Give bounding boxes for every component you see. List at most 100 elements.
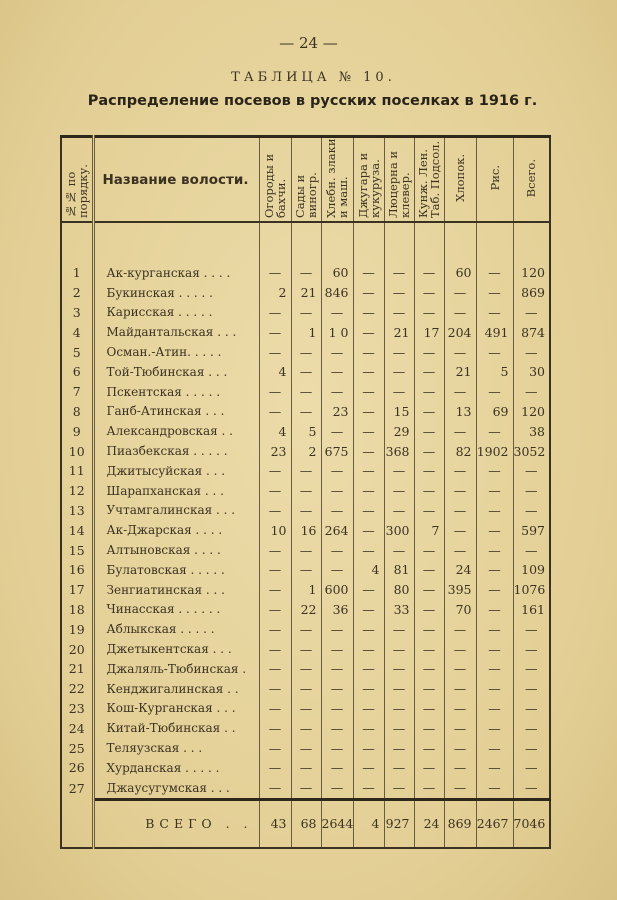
- cell-value: —: [443, 678, 476, 699]
- cell-value: 22: [290, 599, 321, 620]
- cell-value: —: [290, 263, 321, 283]
- table-row: 14 Ак-Джарская . . . . 10 16 264—300 7— —597: [60, 520, 550, 541]
- cell-value: —: [258, 599, 291, 620]
- table-row: 20 Джетыкентская . . . — — — — — — — — —: [60, 639, 550, 659]
- cell-value: —: [290, 401, 321, 422]
- cell-value: —: [290, 302, 321, 323]
- cell-value: 1902: [475, 441, 513, 461]
- cell-value: —: [443, 718, 476, 739]
- table-row: 6 Той-Тюбинская . . . 4— — — — —21 5 30: [60, 361, 550, 382]
- cell-value: 38: [512, 421, 550, 442]
- column-header-label: Рис.: [487, 165, 502, 191]
- cell-value: —: [475, 639, 513, 659]
- cell-value: —: [352, 460, 384, 481]
- volost-name: Алтыновская . . . .: [91, 540, 259, 560]
- table-row: 25 Теляузская . . . — — — — — — — — —: [60, 738, 550, 758]
- cell-value: —: [512, 381, 550, 402]
- cell-value: 36: [320, 599, 353, 620]
- cell-value: —: [443, 480, 476, 501]
- total-value: 24: [413, 797, 444, 848]
- cell-value: —: [352, 421, 384, 442]
- cell-value: 204: [443, 322, 476, 343]
- table-row: 2 Букинская . . . . . 2 21 846— — — — —869: [60, 282, 550, 303]
- row-number: 23: [60, 698, 93, 719]
- cell-value: —: [320, 718, 353, 739]
- cell-value: —: [512, 757, 550, 778]
- cell-value: —: [383, 757, 414, 778]
- cell-value: —: [443, 738, 476, 758]
- cell-value: 2: [258, 282, 291, 303]
- cell-value: —: [320, 658, 353, 679]
- cell-value: 30: [512, 361, 550, 382]
- cell-value: —: [258, 480, 291, 501]
- cell-value: —: [512, 738, 550, 758]
- cell-value: —: [475, 579, 513, 600]
- cell-value: —: [443, 658, 476, 679]
- cell-value: 13: [443, 401, 476, 422]
- cell-value: —: [383, 718, 414, 739]
- cell-value: —: [352, 579, 384, 600]
- cell-value: —: [383, 302, 414, 323]
- table-row: 27 Джаусугумская . . . — — — — — — — — —: [60, 777, 550, 800]
- cell-value: —: [352, 401, 384, 422]
- cell-value: —: [258, 559, 291, 580]
- column-header-label: Хлопок.: [453, 154, 467, 202]
- cell-value: —: [413, 480, 444, 501]
- cell-value: —: [512, 302, 550, 323]
- cell-value: —: [352, 263, 384, 283]
- volost-name: Шарапханская . . .: [91, 480, 259, 501]
- cell-value: —: [475, 738, 513, 758]
- cell-value: —: [475, 460, 513, 481]
- cell-value: —: [413, 302, 444, 323]
- cell-value: 395: [443, 579, 476, 600]
- table-row: 12 Шарапханская . . . — — — — — — — — —: [60, 480, 550, 501]
- cell-value: 300: [383, 520, 414, 541]
- cell-value: 869: [512, 282, 550, 303]
- cell-value: —: [258, 302, 291, 323]
- cell-value: —: [512, 619, 550, 640]
- table-row: 22 Кенджигалинская . . — — — — — — — — —: [60, 678, 550, 699]
- cell-value: 1 0: [320, 322, 353, 343]
- total-label: ВСЕГО . .: [91, 797, 259, 848]
- column-header-label: Кунж. Лен. Таб. Подсол.: [416, 140, 442, 218]
- total-value: 2644: [320, 797, 353, 848]
- cell-value: 3052: [512, 441, 550, 461]
- row-number: 15: [60, 540, 93, 560]
- cell-value: —: [258, 322, 291, 343]
- cell-value: —: [320, 698, 353, 719]
- cell-value: —: [258, 777, 291, 800]
- cell-value: —: [320, 381, 353, 402]
- table-row: 13 Учтамгалинская . . . — — — — — — — — —: [60, 500, 550, 521]
- total-value: 7046: [512, 797, 550, 848]
- cell-value: 368: [383, 441, 414, 461]
- cell-value: —: [320, 777, 353, 800]
- cell-value: 81: [383, 559, 414, 580]
- cell-value: —: [413, 361, 444, 382]
- cell-value: —: [258, 381, 291, 402]
- cell-value: —: [290, 361, 321, 382]
- column-header-label: Всего.: [524, 158, 539, 198]
- volost-name: Ак-Джарская . . . .: [91, 520, 259, 541]
- cell-value: —: [352, 361, 384, 382]
- cell-value: —: [290, 658, 321, 679]
- cell-value: —: [320, 460, 353, 481]
- cell-value: —: [258, 639, 291, 659]
- column-header: Хлебн. злаки и маш.: [320, 136, 353, 223]
- cell-value: —: [352, 441, 384, 461]
- table-row: 24 Китай-Тюбинская . . — — — — — — — — —: [60, 718, 550, 739]
- cell-value: —: [413, 401, 444, 422]
- cell-value: —: [443, 540, 476, 560]
- table-row: 7 Пскентская . . . . . — — — — — — — — —: [60, 381, 550, 402]
- cell-value: —: [383, 282, 414, 303]
- cell-value: —: [475, 282, 513, 303]
- cell-value: 10: [258, 520, 291, 541]
- cell-value: —: [258, 658, 291, 679]
- cell-value: —: [258, 757, 291, 778]
- table-row: 21 Джаляль-Тюбинская . — — — — — — — — —: [60, 658, 550, 679]
- cell-value: 1076: [512, 579, 550, 600]
- cell-value: 16: [290, 520, 321, 541]
- cell-value: —: [413, 540, 444, 560]
- cell-value: —: [443, 777, 476, 800]
- table-row: 5 Осман.-Атин. . . . . — — — — — — — — —: [60, 342, 550, 362]
- cell-value: —: [475, 302, 513, 323]
